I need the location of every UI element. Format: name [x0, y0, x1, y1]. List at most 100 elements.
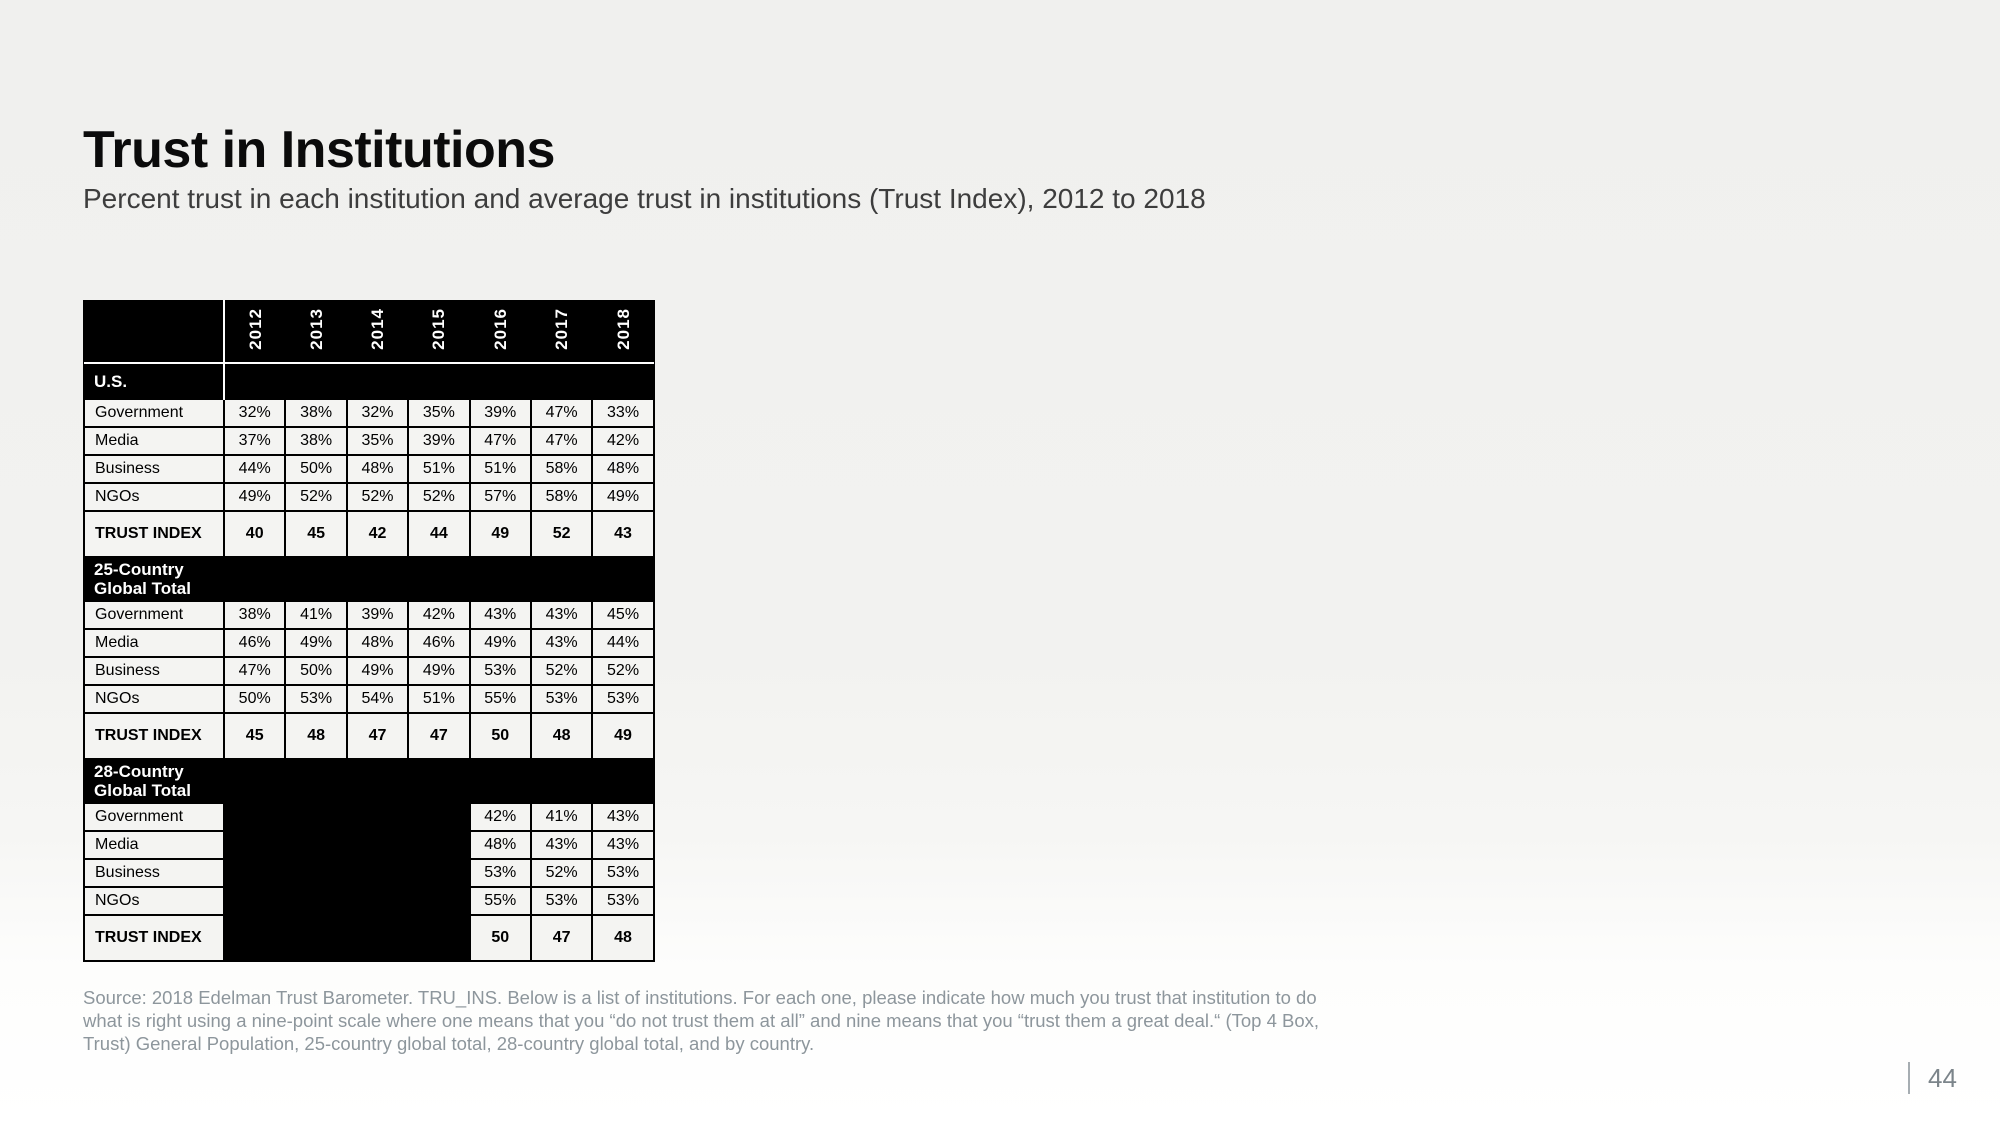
- row-label: Media: [83, 628, 225, 658]
- value-cell: 53%: [591, 858, 655, 888]
- value-cell: 50%: [284, 656, 348, 686]
- value-cell: 37%: [222, 426, 287, 456]
- value-cell: 52%: [345, 482, 410, 512]
- value-cell: 48%: [591, 454, 655, 484]
- value-cell: 32%: [222, 398, 287, 428]
- value-cell: 35%: [345, 426, 410, 456]
- value-cell: 52%: [529, 858, 594, 888]
- value-cell: 42%: [591, 426, 655, 456]
- year-header-cell: 2014: [346, 300, 409, 364]
- value-cell: 58%: [529, 482, 594, 512]
- value-cell: 41%: [284, 600, 348, 630]
- year-header-cell: 2017: [530, 300, 593, 364]
- value-cell: 44%: [222, 454, 287, 484]
- value-cell: 50%: [222, 684, 287, 714]
- page-title: Trust in Institutions: [83, 120, 555, 179]
- row-label: TRUST INDEX: [83, 510, 225, 558]
- section-header: 25-Country Global Total: [84, 557, 224, 601]
- value-cell: 38%: [284, 398, 348, 428]
- section-header: U.S.: [84, 363, 225, 399]
- value-cell: 42%: [468, 802, 532, 832]
- value-cell: 57%: [468, 482, 532, 512]
- value-cell: 46%: [222, 628, 287, 658]
- page-subtitle: Percent trust in each institution and av…: [83, 183, 1206, 214]
- year-header-cell: 2018: [592, 300, 654, 364]
- value-cell: 33%: [591, 398, 655, 428]
- value-cell: 53%: [591, 886, 655, 916]
- row-label: TRUST INDEX: [83, 712, 225, 760]
- section-header-fill: [224, 557, 654, 601]
- value-cell: 38%: [222, 600, 287, 630]
- value-cell: 52%: [591, 656, 655, 686]
- year-header-cell: 2015: [408, 300, 470, 364]
- table-corner-cell: [84, 300, 225, 364]
- value-cell: 43: [591, 510, 655, 558]
- year-header-cell: 2013: [285, 300, 347, 364]
- value-cell: 47: [529, 914, 594, 962]
- value-cell: 40: [222, 510, 287, 558]
- value-cell: 52%: [407, 482, 471, 512]
- value-cell: 47%: [529, 398, 594, 428]
- row-label: NGOs: [83, 684, 225, 714]
- section-header-fill: [224, 759, 654, 803]
- page-number: 44: [1928, 1063, 1957, 1093]
- value-cell: 52%: [529, 656, 594, 686]
- value-cell: 38%: [284, 426, 348, 456]
- no-data-block: [224, 803, 470, 961]
- value-cell: 43%: [591, 802, 655, 832]
- value-cell: 43%: [529, 600, 594, 630]
- value-cell: 53%: [468, 656, 532, 686]
- value-cell: 49%: [284, 628, 348, 658]
- year-header-cell: 2012: [224, 300, 286, 364]
- section-header-fill: [224, 363, 654, 399]
- value-cell: 51%: [407, 454, 471, 484]
- value-cell: 47%: [468, 426, 532, 456]
- value-cell: 49%: [222, 482, 287, 512]
- value-cell: 39%: [345, 600, 410, 630]
- page-number-divider: [1908, 1062, 1910, 1094]
- value-cell: 48: [591, 914, 655, 962]
- value-cell: 53%: [529, 886, 594, 916]
- value-cell: 49%: [407, 656, 471, 686]
- row-label: Business: [83, 656, 225, 686]
- value-cell: 47%: [222, 656, 287, 686]
- row-label: Government: [83, 802, 225, 832]
- value-cell: 49%: [345, 656, 410, 686]
- value-cell: 47: [345, 712, 410, 760]
- value-cell: 48: [529, 712, 594, 760]
- value-cell: 44%: [591, 628, 655, 658]
- value-cell: 49: [468, 510, 532, 558]
- value-cell: 45: [222, 712, 287, 760]
- row-label: NGOs: [83, 886, 225, 916]
- year-label: 2018: [613, 307, 633, 350]
- value-cell: 49%: [591, 482, 655, 512]
- value-cell: 50: [468, 914, 532, 962]
- value-cell: 52%: [284, 482, 348, 512]
- row-label: NGOs: [83, 482, 225, 512]
- value-cell: 45%: [591, 600, 655, 630]
- row-label: TRUST INDEX: [83, 914, 225, 962]
- value-cell: 53%: [284, 684, 348, 714]
- value-cell: 48%: [345, 628, 410, 658]
- year-label: 2017: [552, 307, 572, 350]
- section-header: 28-Country Global Total: [84, 759, 224, 803]
- value-cell: 48%: [345, 454, 410, 484]
- value-cell: 53%: [468, 858, 532, 888]
- value-cell: 32%: [345, 398, 410, 428]
- value-cell: 49%: [468, 628, 532, 658]
- value-cell: 50: [468, 712, 532, 760]
- row-label: Government: [83, 600, 225, 630]
- value-cell: 55%: [468, 684, 532, 714]
- value-cell: 47%: [529, 426, 594, 456]
- value-cell: 35%: [407, 398, 471, 428]
- year-label: 2016: [490, 307, 510, 350]
- year-label: 2012: [245, 307, 265, 350]
- value-cell: 39%: [407, 426, 471, 456]
- value-cell: 47: [407, 712, 471, 760]
- value-cell: 43%: [468, 600, 532, 630]
- trust-table: 2012 2013 2014 2015 2016 2017 2018 U.S. Governme…: [83, 300, 655, 962]
- value-cell: 46%: [407, 628, 471, 658]
- value-cell: 44: [407, 510, 471, 558]
- value-cell: 58%: [529, 454, 594, 484]
